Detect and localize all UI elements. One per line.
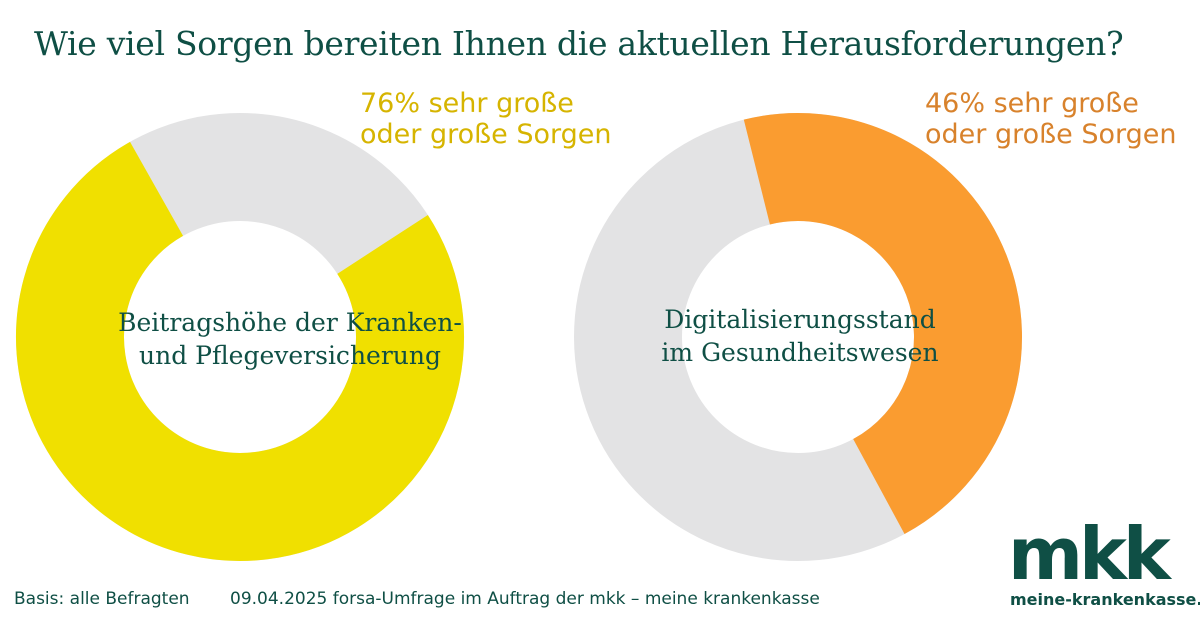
donut-label-line: im Gesundheitswesen	[661, 338, 939, 367]
callout-digitalisierung: 46% sehr große oder große Sorgen	[925, 88, 1176, 150]
callout-line: 76% sehr große	[360, 88, 574, 119]
donut-label-beitragshoehe: Beitragshöhe der Kranken- und Pflegevers…	[100, 306, 480, 372]
mkk-logo: mkk	[1008, 512, 1171, 596]
callout-line: oder große Sorgen	[360, 119, 612, 150]
chart-title: Wie viel Sorgen bereiten Ihnen die aktue…	[34, 24, 1124, 63]
donut-label-line: und Pflegeversicherung	[139, 341, 441, 370]
logo-url: meine-krankenkasse.de	[1010, 590, 1200, 609]
donut-digitalisierung-value-slice	[743, 113, 1022, 535]
callout-beitragshoehe: 76% sehr große oder große Sorgen	[360, 88, 611, 150]
donut-beitragshoehe-value-slice	[16, 141, 464, 561]
donut-label-line: Digitalisierungsstand	[664, 305, 936, 334]
callout-line: oder große Sorgen	[925, 119, 1177, 150]
donut-label-digitalisierung: Digitalisierungsstand im Gesundheitswese…	[610, 303, 990, 369]
footer-source: 09.04.2025 forsa-Umfrage im Auftrag der …	[230, 589, 820, 609]
callout-line: 46% sehr große	[925, 88, 1139, 119]
footer-basis: Basis: alle Befragten	[14, 589, 190, 609]
donut-label-line: Beitragshöhe der Kranken-	[118, 308, 462, 337]
